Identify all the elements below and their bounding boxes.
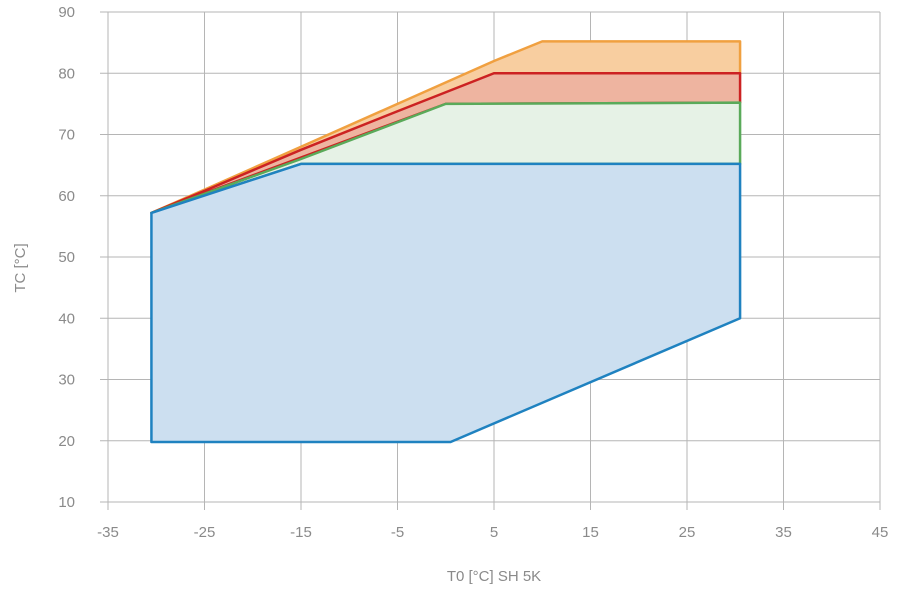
envelope-area-4 bbox=[150, 162, 742, 444]
y-tick-label: 80 bbox=[58, 65, 75, 82]
x-tick-label: -35 bbox=[97, 524, 119, 541]
envelope-areas bbox=[150, 40, 742, 444]
x-axis-ticks: -35 -25 -15 -5 5 15 25 35 45 bbox=[97, 524, 888, 541]
x-axis-title: T0 [°C] SH 5K bbox=[447, 568, 541, 585]
y-tick-label: 20 bbox=[58, 433, 75, 450]
y-tick-label: 70 bbox=[58, 127, 75, 144]
x-tick-label: -5 bbox=[391, 524, 404, 541]
x-tick-label: 35 bbox=[775, 524, 792, 541]
y-tick-label: 10 bbox=[58, 494, 75, 511]
x-tick-label: -15 bbox=[290, 524, 312, 541]
y-tick-label: 90 bbox=[58, 4, 75, 21]
x-tick-label: 15 bbox=[582, 524, 599, 541]
y-axis-ticks: 10 20 30 40 50 60 70 80 90 bbox=[58, 4, 75, 511]
y-axis-title: TC [°C] bbox=[12, 243, 29, 292]
y-tick-label: 50 bbox=[58, 249, 75, 266]
x-tick-label: 45 bbox=[872, 524, 889, 541]
y-tick-label: 40 bbox=[58, 310, 75, 327]
x-tick-label: 5 bbox=[490, 524, 498, 541]
y-tick-label: 30 bbox=[58, 372, 75, 389]
x-tick-label: 25 bbox=[679, 524, 696, 541]
y-tick-label: 60 bbox=[58, 188, 75, 205]
x-tick-label: -25 bbox=[194, 524, 216, 541]
